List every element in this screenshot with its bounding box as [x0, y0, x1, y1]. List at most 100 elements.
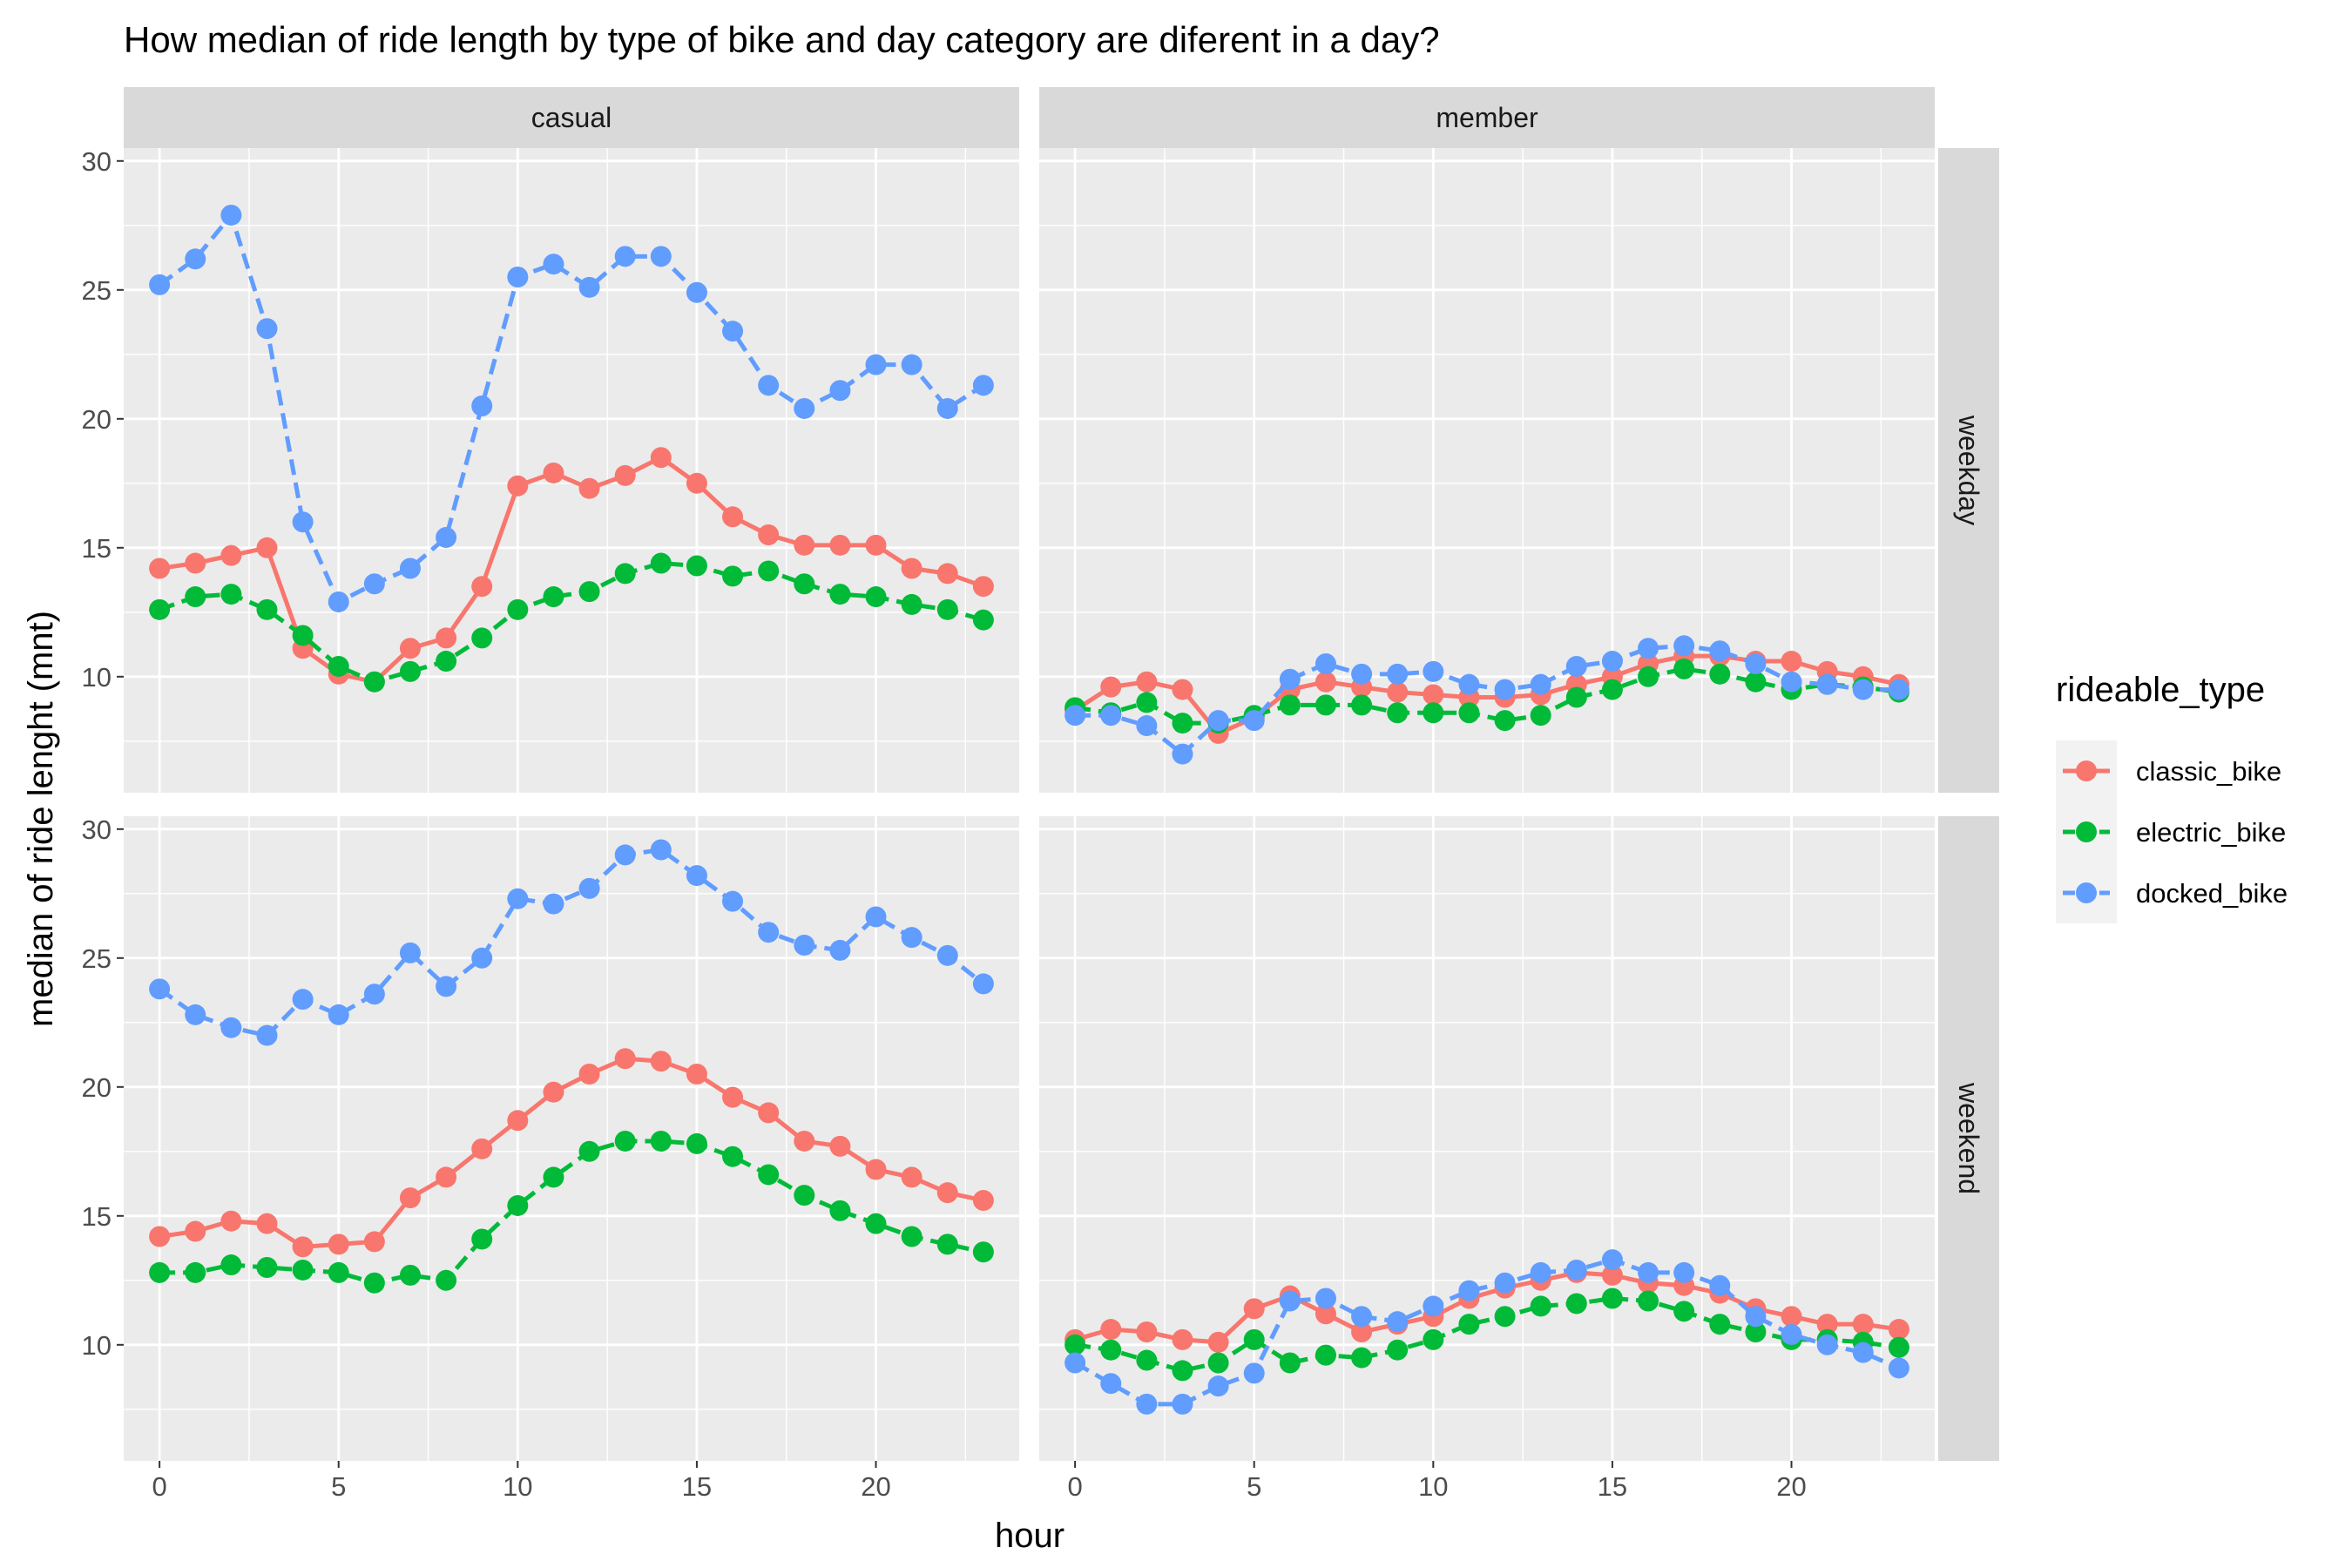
- data-point-electric_bike: [1601, 679, 1623, 700]
- strip-background: [1039, 87, 1935, 148]
- data-point-docked_bike: [794, 935, 815, 956]
- data-point-electric_bike: [1458, 1314, 1480, 1335]
- data-point-classic_bike: [722, 506, 744, 528]
- x-tick-label: 5: [331, 1471, 346, 1502]
- strip-background: [1938, 816, 1999, 1461]
- data-point-electric_bike: [1351, 1347, 1373, 1369]
- data-point-docked_bike: [1494, 679, 1516, 700]
- data-point-electric_bike: [363, 671, 385, 693]
- data-point-electric_bike: [292, 625, 314, 646]
- data-point-docked_bike: [578, 276, 600, 298]
- data-point-docked_bike: [1064, 1352, 1086, 1374]
- x-tick-label: 20: [861, 1471, 890, 1502]
- data-point-docked_bike: [220, 1017, 242, 1038]
- data-point-docked_bike: [1243, 1362, 1265, 1384]
- data-point-electric_bike: [1351, 694, 1373, 716]
- data-point-electric_bike: [650, 1130, 672, 1152]
- data-point-electric_bike: [436, 651, 457, 672]
- data-point-classic_bike: [829, 534, 851, 556]
- data-point-docked_bike: [1888, 679, 1909, 700]
- data-point-electric_bike: [399, 1264, 421, 1286]
- data-point-docked_bike: [436, 976, 457, 997]
- data-point-docked_bike: [865, 354, 887, 375]
- legend-label: classic_bike: [2136, 756, 2281, 787]
- data-point-docked_bike: [650, 246, 672, 267]
- data-point-electric_bike: [829, 1200, 851, 1221]
- data-point-docked_bike: [543, 253, 564, 275]
- data-point-docked_bike: [1315, 1288, 1336, 1309]
- panel-casual-weekday: 10 15 20 25 30: [82, 146, 1019, 793]
- data-point-electric_bike: [794, 573, 815, 595]
- y-axis-label: median of ride lenght (mnt): [22, 611, 60, 1027]
- data-point-electric_bike: [185, 586, 206, 608]
- data-point-electric_bike: [722, 565, 744, 587]
- data-point-electric_bike: [1064, 1334, 1086, 1355]
- data-point-docked_bike: [936, 944, 958, 966]
- data-point-docked_bike: [1709, 1274, 1731, 1296]
- data-point-electric_bike: [256, 598, 278, 620]
- data-point-electric_bike: [220, 584, 242, 605]
- data-point-classic_bike: [185, 1220, 206, 1242]
- data-point-classic_bike: [1781, 1306, 1802, 1328]
- data-point-electric_bike: [1243, 1328, 1265, 1350]
- data-point-docked_bike: [363, 983, 385, 1005]
- legend-label: electric_bike: [2136, 817, 2286, 848]
- data-point-classic_bike: [758, 524, 780, 545]
- data-point-docked_bike: [1351, 1306, 1373, 1328]
- data-point-docked_bike: [1423, 660, 1444, 682]
- data-point-electric_bike: [865, 586, 887, 608]
- data-point-docked_bike: [185, 1004, 206, 1025]
- data-point-electric_bike: [722, 1146, 744, 1167]
- data-point-docked_bike: [1530, 1261, 1551, 1283]
- data-point-electric_bike: [256, 1257, 278, 1278]
- data-point-classic_bike: [614, 464, 636, 486]
- legend-item-electric_bike: electric_bike: [2056, 801, 2286, 862]
- data-point-docked_bike: [471, 947, 493, 969]
- data-point-classic_bike: [1136, 671, 1158, 693]
- data-point-electric_bike: [507, 1194, 529, 1216]
- data-point-classic_bike: [758, 1102, 780, 1124]
- strip-label-weekday: weekday: [1953, 415, 1984, 525]
- data-point-docked_bike: [1816, 673, 1838, 695]
- strip-weekend: weekend: [1938, 816, 1999, 1461]
- data-point-classic_bike: [436, 627, 457, 649]
- data-point-electric_bike: [901, 593, 923, 615]
- data-point-docked_bike: [220, 204, 242, 226]
- legend-key-point: [2076, 882, 2097, 903]
- panel-background: [124, 148, 1019, 793]
- data-point-docked_bike: [650, 839, 672, 861]
- data-point-docked_bike: [1100, 1373, 1122, 1395]
- data-point-electric_bike: [1423, 1328, 1444, 1350]
- data-point-classic_bike: [1243, 1298, 1265, 1320]
- panel-background: [1039, 816, 1935, 1461]
- data-point-docked_bike: [936, 397, 958, 419]
- data-point-docked_bike: [543, 893, 564, 915]
- legend-item-docked_bike: docked_bike: [2056, 862, 2288, 923]
- data-point-docked_bike: [1530, 673, 1551, 695]
- data-point-docked_bike: [1136, 1393, 1158, 1415]
- panel-member-weekday: [1039, 148, 1935, 793]
- data-point-classic_bike: [220, 544, 242, 566]
- data-point-electric_bike: [614, 563, 636, 585]
- data-point-classic_bike: [436, 1166, 457, 1188]
- data-point-docked_bike: [1745, 1306, 1767, 1328]
- data-point-electric_bike: [1207, 1352, 1229, 1374]
- data-point-electric_bike: [972, 609, 994, 631]
- data-point-docked_bike: [686, 281, 707, 303]
- data-point-classic_bike: [1351, 1321, 1373, 1342]
- data-point-electric_bike: [1315, 1344, 1336, 1366]
- data-point-electric_bike: [901, 1226, 923, 1247]
- series-docked_bike: [1064, 635, 1909, 765]
- data-point-classic_bike: [1207, 1331, 1229, 1353]
- data-point-electric_bike: [1172, 1360, 1193, 1382]
- data-point-docked_bike: [1565, 1259, 1587, 1281]
- data-point-docked_bike: [865, 906, 887, 928]
- data-point-classic_bike: [1852, 1314, 1874, 1335]
- data-point-classic_bike: [256, 1213, 278, 1234]
- data-point-electric_bike: [1100, 1339, 1122, 1361]
- data-point-docked_bike: [1781, 671, 1802, 693]
- data-point-electric_bike: [1638, 1290, 1659, 1312]
- data-point-docked_bike: [614, 844, 636, 866]
- series-electric_bike: [149, 552, 994, 693]
